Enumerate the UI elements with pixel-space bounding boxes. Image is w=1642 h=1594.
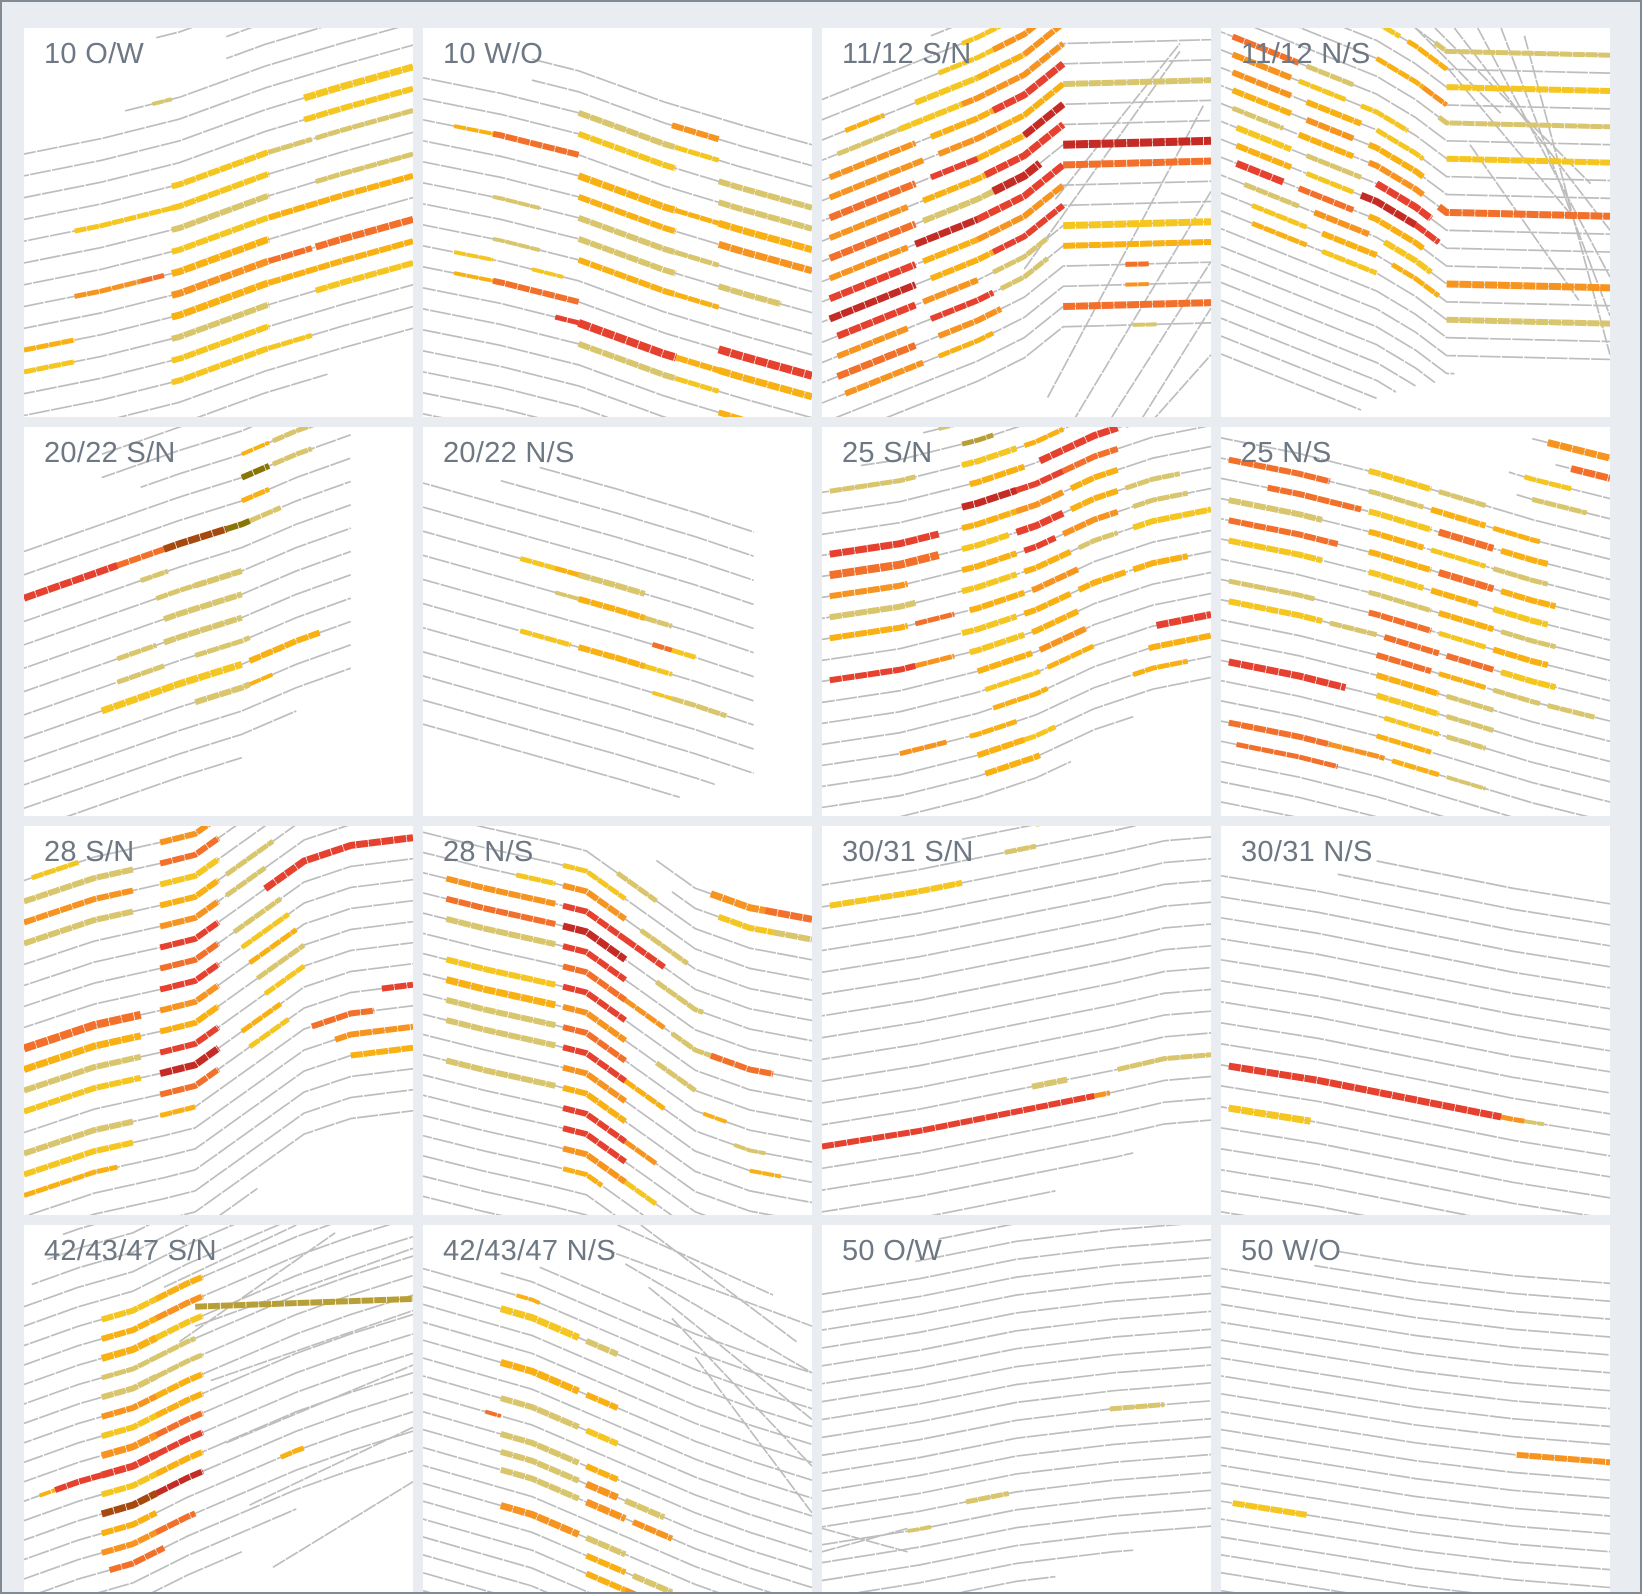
panel-42-43-47-sn: 42/43/47 S/N (24, 1225, 413, 1594)
panel-10-ow-plot (24, 28, 413, 417)
panel-10-ow-label: 10 O/W (44, 38, 145, 70)
panel-20-22-sn: 20/22 S/N (24, 427, 413, 816)
panel-25-ns-label: 25 N/S (1241, 437, 1332, 469)
panel-30-31-sn-plot (822, 826, 1211, 1215)
panel-42-43-47-ns-label: 42/43/47 N/S (443, 1235, 616, 1267)
panel-11-12-ns-label: 11/12 N/S (1241, 38, 1371, 70)
panel-11-12-ns-plot (1221, 28, 1610, 417)
panel-28-ns-plot (423, 826, 812, 1215)
panel-28-ns: 28 N/S (423, 826, 812, 1215)
panel-28-ns-label: 28 N/S (443, 836, 534, 868)
panel-30-31-sn-label: 30/31 S/N (842, 836, 974, 868)
panel-42-43-47-sn-plot (24, 1225, 413, 1594)
panel-20-22-ns-label: 20/22 N/S (443, 437, 575, 469)
panel-10-wo: 10 W/O (423, 28, 812, 417)
panel-11-12-sn-label: 11/12 S/N (842, 38, 972, 70)
panel-10-wo-plot (423, 28, 812, 417)
panel-10-ow: 10 O/W (24, 28, 413, 417)
panel-25-sn: 25 S/N (822, 427, 1211, 816)
panel-50-wo-label: 50 W/O (1241, 1235, 1342, 1267)
panel-50-ow-plot (822, 1225, 1211, 1594)
panel-30-31-sn: 30/31 S/N (822, 826, 1211, 1215)
small-multiples-grid: 10 O/W 10 W/O 11/12 S/N 11/12 N/S 20/22 … (24, 28, 1610, 1594)
panel-30-31-ns-plot (1221, 826, 1610, 1215)
panel-25-sn-label: 25 S/N (842, 437, 933, 469)
panel-30-31-ns: 30/31 N/S (1221, 826, 1610, 1215)
panel-11-12-ns: 11/12 N/S (1221, 28, 1610, 417)
panel-11-12-sn-plot (822, 28, 1211, 417)
panel-28-sn: 28 S/N (24, 826, 413, 1215)
panel-11-12-sn: 11/12 S/N (822, 28, 1211, 417)
panel-10-wo-label: 10 W/O (443, 38, 544, 70)
panel-42-43-47-ns: 42/43/47 N/S (423, 1225, 812, 1594)
panel-30-31-ns-label: 30/31 N/S (1241, 836, 1373, 868)
panel-25-ns: 25 N/S (1221, 427, 1610, 816)
panel-42-43-47-ns-plot (423, 1225, 812, 1594)
panel-50-wo-plot (1221, 1225, 1610, 1594)
panel-42-43-47-sn-label: 42/43/47 S/N (44, 1235, 217, 1267)
panel-20-22-ns-plot (423, 427, 812, 816)
panel-20-22-sn-label: 20/22 S/N (44, 437, 176, 469)
panel-25-sn-plot (822, 427, 1211, 816)
panel-28-sn-plot (24, 826, 413, 1215)
panel-25-ns-plot (1221, 427, 1610, 816)
panel-50-ow: 50 O/W (822, 1225, 1211, 1594)
panel-50-wo: 50 W/O (1221, 1225, 1610, 1594)
panel-20-22-sn-plot (24, 427, 413, 816)
panel-28-sn-label: 28 S/N (44, 836, 135, 868)
panel-20-22-ns: 20/22 N/S (423, 427, 812, 816)
panel-50-ow-label: 50 O/W (842, 1235, 943, 1267)
